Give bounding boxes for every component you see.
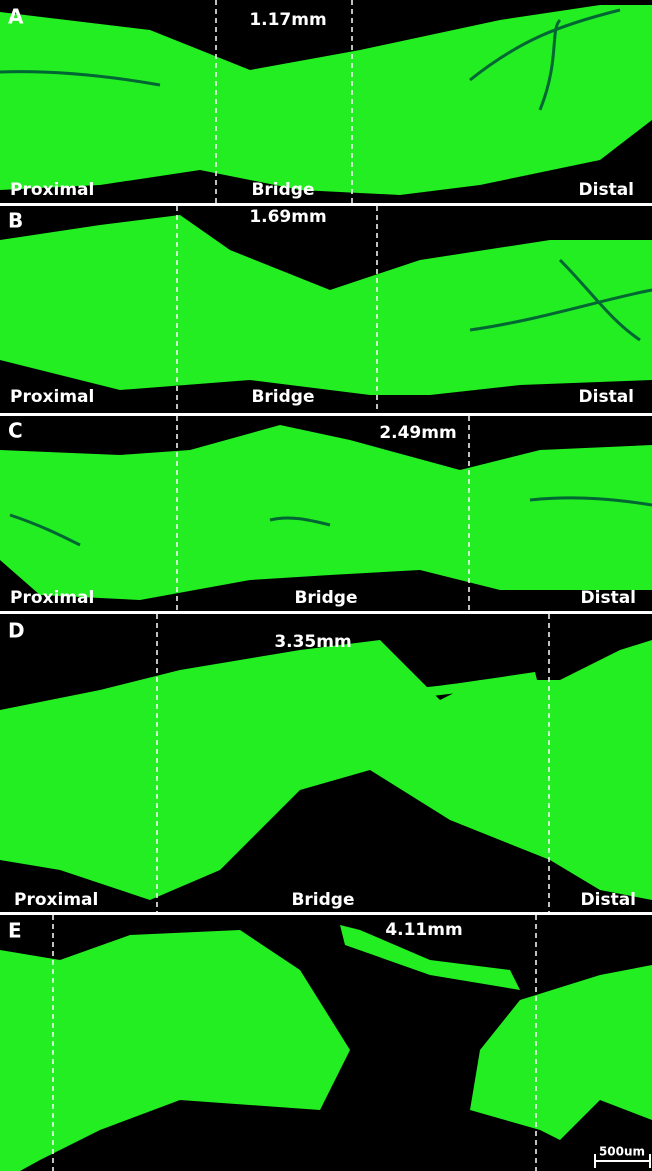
region-label: Proximal (10, 180, 94, 200)
figure: A 1.17mm Proximal Bridge Distal B 1.69mm… (0, 0, 652, 1171)
measurement: 1.69mm (249, 207, 326, 227)
measurement: 1.17mm (249, 10, 326, 30)
panel-letter: B (8, 209, 23, 233)
panel-letter: D (8, 619, 25, 643)
measurement: 3.35mm (274, 632, 351, 652)
region-label: Proximal (10, 387, 94, 407)
panel-e: E 4.11mm 500um (0, 915, 652, 1171)
measurement: 2.49mm (379, 423, 456, 443)
panel-d: D 3.35mm Proximal Bridge Distal (0, 614, 652, 912)
region-label: Distal (581, 588, 636, 608)
panel-letter: C (8, 419, 23, 443)
panel-a: A 1.17mm Proximal Bridge Distal (0, 0, 652, 203)
panel-letter: A (8, 5, 24, 29)
panel-c: C 2.49mm Proximal Bridge Distal (0, 416, 652, 611)
region-label: Distal (579, 387, 634, 407)
scale-bar-label: 500um (599, 1145, 645, 1159)
measurement: 4.11mm (385, 920, 462, 940)
region-label: Bridge (251, 387, 314, 407)
region-label: Proximal (10, 588, 94, 608)
panel-b: B 1.69mm Proximal Bridge Distal (0, 206, 652, 413)
region-label: Distal (581, 890, 636, 910)
region-label: Distal (579, 180, 634, 200)
region-label: Bridge (251, 180, 314, 200)
region-label: Proximal (14, 890, 98, 910)
region-label: Bridge (291, 890, 354, 910)
panel-letter: E (8, 919, 22, 943)
region-label: Bridge (294, 588, 357, 608)
